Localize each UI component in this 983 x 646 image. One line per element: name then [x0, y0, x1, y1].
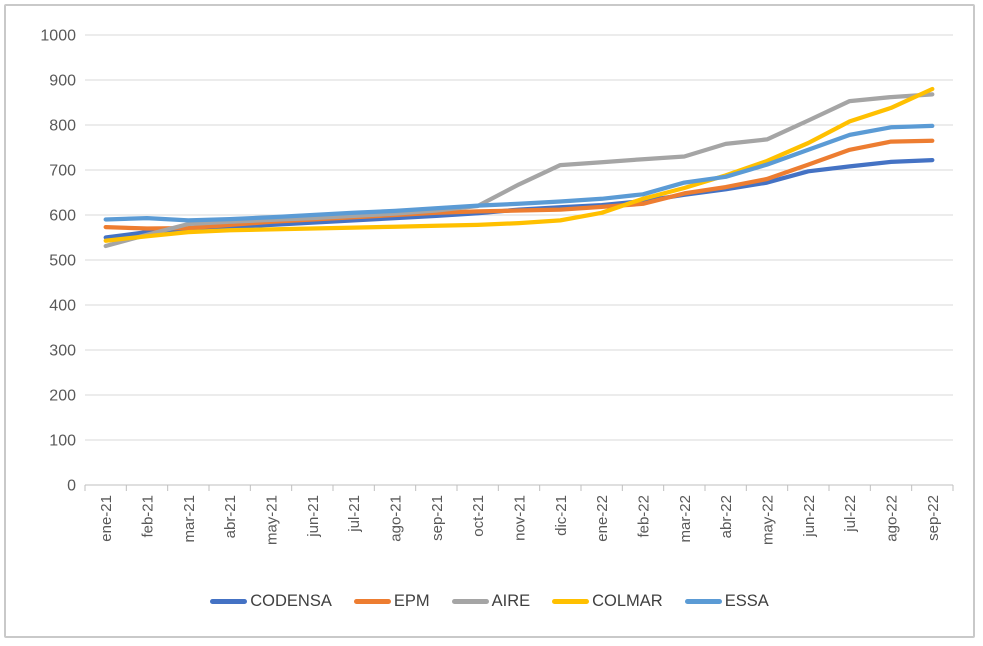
- x-axis-tick-label: sep-22: [925, 495, 942, 541]
- x-axis-tick-label: dic-21: [553, 495, 570, 536]
- series-line-colmar: [103, 86, 935, 243]
- y-axis-tick-label: 100: [49, 433, 76, 450]
- legend-swatch-colmar: [552, 599, 590, 604]
- y-axis-tick-label: 200: [49, 388, 76, 405]
- legend-label: ESSA: [724, 592, 769, 610]
- legend-label: AIRE: [491, 592, 531, 610]
- y-axis-tick-label: 600: [49, 208, 76, 225]
- chart-frame: 0 100 200 300 400 500 600 700 800 900 1000 ene-21 fe…: [4, 4, 975, 638]
- x-axis-tick-label: feb-21: [140, 495, 157, 538]
- legend-item-essa: ESSA: [684, 592, 769, 611]
- line-chart: 0 100 200 300 400 500 600 700 800 900 1000 ene-21 fe…: [40, 28, 954, 545]
- x-axis-tick-label: feb-22: [636, 495, 653, 538]
- y-axis-tick-label: 900: [49, 73, 76, 90]
- y-axis-tick-label: 400: [49, 298, 76, 315]
- x-axis-tick-label: abr-21: [222, 495, 239, 538]
- series-line-epm: [103, 138, 935, 231]
- legend-item-aire: AIRE: [451, 592, 531, 611]
- legend-swatch-codensa: [210, 599, 248, 604]
- series-line-aire: [103, 92, 935, 249]
- y-axis-tick-label: 800: [49, 118, 76, 135]
- y-axis-tick-label: 700: [49, 163, 76, 180]
- x-axis-tick-label: oct-21: [470, 495, 487, 537]
- x-axis-tick-label: jul-22: [842, 495, 859, 533]
- x-axis-tick-label: jun-22: [801, 495, 818, 538]
- y-axis-tick-label: 300: [49, 343, 76, 360]
- x-axis-tick-label: abr-22: [718, 495, 735, 538]
- x-axis-tick-label: may-22: [760, 495, 777, 545]
- x-axis-tick-label: mar-21: [181, 495, 198, 543]
- x-axis-tick-label: jul-21: [346, 495, 363, 533]
- x-axis-tick-label: mar-22: [677, 495, 694, 543]
- chart-legend: CODENSA EPM AIRE COLMAR ESSA: [6, 592, 973, 611]
- x-axis-tick-label: may-21: [264, 495, 281, 545]
- x-axis-tick-label: ago-21: [388, 495, 405, 542]
- x-axis-tick-label: ene-21: [98, 495, 115, 542]
- y-axis-tick-label: 0: [67, 478, 76, 495]
- x-axis-tick-label: sep-21: [429, 495, 446, 541]
- series-line-essa: [103, 123, 935, 223]
- x-axis-tick-label: jun-21: [305, 495, 322, 538]
- x-axis-tick-label: ene-22: [594, 495, 611, 542]
- legend-item-epm: EPM: [353, 592, 430, 611]
- legend-label: EPM: [393, 592, 430, 610]
- legend-swatch-essa: [684, 599, 722, 604]
- legend-label: COLMAR: [592, 592, 663, 610]
- legend-label: CODENSA: [250, 592, 332, 610]
- legend-item-colmar: COLMAR: [552, 592, 663, 611]
- legend-item-codensa: CODENSA: [210, 592, 332, 611]
- y-axis-tick-label: 500: [49, 253, 76, 270]
- x-axis-tick-label: nov-21: [512, 495, 529, 541]
- legend-swatch-epm: [353, 599, 391, 604]
- x-axis-tick-label: ago-22: [884, 495, 901, 542]
- y-axis-tick-label: 1000: [40, 28, 76, 45]
- legend-swatch-aire: [451, 599, 489, 604]
